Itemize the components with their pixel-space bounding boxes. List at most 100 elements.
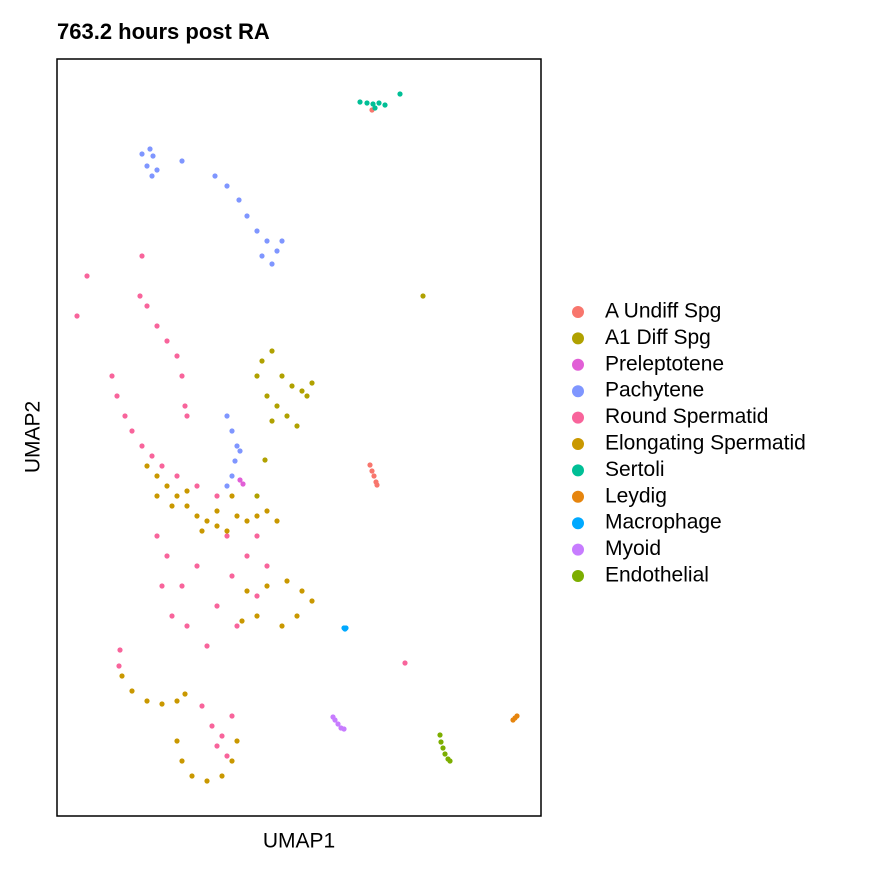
point	[229, 493, 235, 499]
point	[149, 453, 155, 459]
point	[367, 462, 373, 468]
point	[224, 183, 230, 189]
legend-swatch	[572, 570, 584, 582]
legend-label: Macrophage	[605, 511, 722, 534]
point	[224, 533, 230, 539]
point	[169, 613, 175, 619]
point	[237, 477, 243, 483]
x-axis-title: UMAP1	[263, 830, 335, 853]
point	[199, 703, 205, 709]
point	[442, 751, 448, 757]
point	[335, 721, 341, 727]
point	[274, 403, 280, 409]
point	[342, 626, 348, 632]
point	[184, 488, 190, 494]
point	[369, 468, 375, 474]
legend-swatch	[572, 517, 584, 530]
point	[117, 647, 123, 653]
point	[330, 714, 336, 720]
point	[229, 713, 235, 719]
point	[232, 458, 238, 464]
point	[209, 723, 215, 729]
point	[289, 383, 295, 389]
point	[229, 428, 235, 434]
point	[264, 393, 270, 399]
point	[159, 701, 165, 707]
point	[224, 753, 230, 759]
legend-label: Preleptotene	[605, 352, 724, 375]
point	[129, 428, 135, 434]
point	[254, 593, 260, 599]
point	[182, 403, 188, 409]
point	[229, 473, 235, 479]
point	[179, 158, 185, 164]
point	[74, 313, 80, 319]
point	[204, 778, 210, 784]
legend-label: Pachytene	[605, 379, 704, 402]
point	[294, 423, 300, 429]
point	[269, 418, 275, 424]
point	[144, 163, 150, 169]
point	[229, 573, 235, 579]
point	[438, 739, 444, 745]
point	[259, 358, 265, 364]
point	[154, 323, 160, 329]
point	[514, 713, 520, 719]
point	[262, 457, 268, 463]
legend-swatch	[572, 464, 584, 477]
point	[244, 588, 250, 594]
point	[179, 758, 185, 764]
point	[84, 273, 90, 279]
point	[214, 508, 220, 514]
point	[237, 448, 243, 454]
point	[214, 523, 220, 529]
point	[174, 473, 180, 479]
point	[234, 623, 240, 629]
point	[182, 691, 188, 697]
legend-label: Myoid	[605, 537, 661, 560]
point	[269, 348, 275, 354]
point	[382, 102, 388, 108]
point	[259, 253, 265, 259]
point	[214, 493, 220, 499]
point	[294, 613, 300, 619]
legend-swatch	[572, 438, 584, 450]
point	[510, 717, 516, 723]
point	[147, 146, 153, 152]
point	[269, 261, 275, 267]
point	[214, 603, 220, 609]
point	[264, 563, 270, 569]
legend-label: A Undiff Spg	[605, 300, 721, 323]
point	[214, 743, 220, 749]
point	[144, 303, 150, 309]
point	[174, 738, 180, 744]
point	[109, 373, 115, 379]
point	[114, 393, 120, 399]
point	[144, 698, 150, 704]
point	[212, 173, 218, 179]
point	[370, 101, 376, 107]
point	[139, 253, 145, 259]
point	[437, 732, 443, 738]
point	[341, 726, 347, 732]
point	[371, 473, 377, 479]
point	[139, 151, 145, 157]
point	[179, 373, 185, 379]
point	[357, 99, 363, 105]
point	[254, 613, 260, 619]
point	[236, 197, 242, 203]
point	[374, 482, 380, 488]
point	[254, 513, 260, 519]
point	[164, 338, 170, 344]
point	[174, 353, 180, 359]
point	[239, 618, 245, 624]
point	[149, 173, 155, 179]
point	[234, 443, 240, 449]
point	[244, 553, 250, 559]
point	[244, 213, 250, 219]
point	[224, 483, 230, 489]
point	[254, 228, 260, 234]
legend-swatch	[572, 332, 584, 345]
point	[264, 508, 270, 514]
